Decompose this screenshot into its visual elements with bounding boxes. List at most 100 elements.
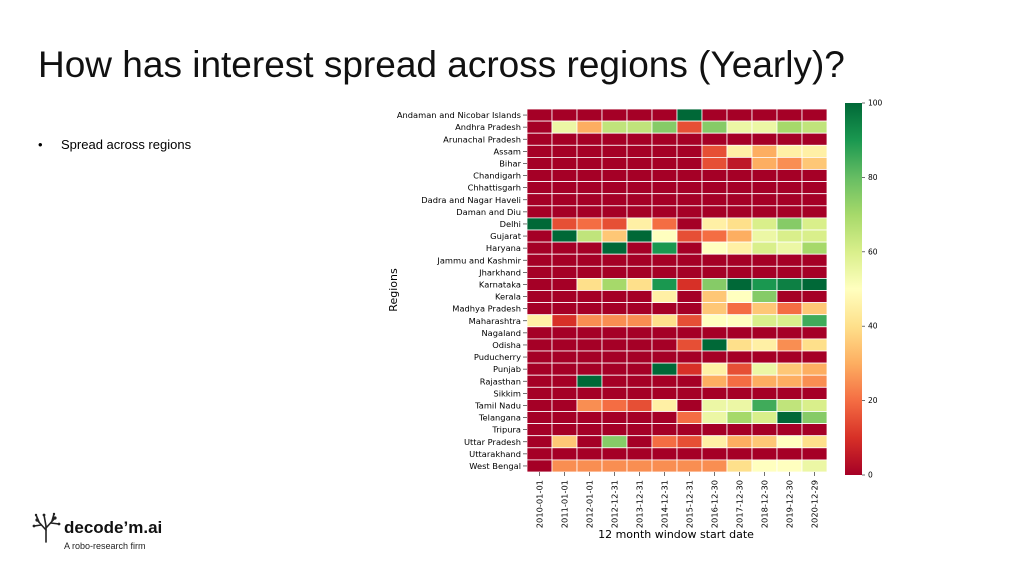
heatmap-cell: [701, 302, 728, 316]
heatmap-cell: [551, 144, 578, 158]
heatmap-cell: [651, 229, 678, 243]
y-tick-label: Sikkim: [493, 388, 521, 398]
heatmap-cell: [726, 156, 753, 170]
heatmap-cell: [676, 217, 703, 231]
heatmap-cell: [551, 435, 578, 449]
heatmap-cell: [526, 277, 553, 291]
heatmap-cell: [526, 144, 553, 158]
heatmap-cell: [801, 423, 828, 437]
y-tick-label: Dadra and Nagar Haveli: [421, 195, 521, 205]
heatmap-cell: [701, 156, 728, 170]
heatmap-cell: [551, 290, 578, 304]
heatmap-cell: [601, 314, 628, 328]
heatmap-cell: [801, 447, 828, 461]
heatmap-cell: [526, 423, 553, 437]
heatmap-cell: [701, 411, 728, 425]
slide-title: How has interest spread across regions (…: [38, 44, 845, 85]
heatmap-cell: [701, 314, 728, 328]
heatmap-cell: [801, 193, 828, 207]
heatmap-cell: [626, 120, 653, 134]
heatmap-cell: [701, 132, 728, 146]
heatmap-cell: [651, 253, 678, 267]
heatmap-cell: [626, 314, 653, 328]
colorbar-tick-label: 40: [868, 322, 878, 331]
heatmap-cell: [776, 205, 803, 219]
heatmap-cell: [601, 241, 628, 255]
heatmap-cell: [776, 411, 803, 425]
heatmap-cell: [551, 362, 578, 376]
heatmap-cell: [701, 386, 728, 400]
heatmap-cell: [526, 362, 553, 376]
heatmap-cell: [651, 386, 678, 400]
heatmap-cell: [651, 277, 678, 291]
heatmap-cell: [526, 411, 553, 425]
heatmap-cell: [576, 350, 603, 364]
heatmap-cell: [676, 108, 703, 122]
heatmap-cell: [751, 423, 778, 437]
heatmap-cell: [576, 447, 603, 461]
heatmap-cell: [626, 193, 653, 207]
heatmap-cell: [751, 169, 778, 183]
heatmap-cell: [526, 326, 553, 340]
heatmap-cell: [576, 217, 603, 231]
heatmap-cell: [551, 156, 578, 170]
heatmap-cell: [626, 169, 653, 183]
heatmap-cell: [526, 253, 553, 267]
heatmap-cell: [526, 241, 553, 255]
heatmap-cell: [776, 156, 803, 170]
heatmap-cell: [776, 108, 803, 122]
heatmap-cell: [776, 398, 803, 412]
heatmap-cell: [626, 241, 653, 255]
heatmap-cell: [601, 386, 628, 400]
x-tick-labels: 2010-01-01 2011-01-01 2012-01-01 2012-12-31…: [535, 472, 820, 528]
heatmap-cell: [651, 108, 678, 122]
heatmap-cell: [751, 338, 778, 352]
heatmap-cell: [651, 459, 678, 473]
heatmap-cell: [676, 447, 703, 461]
heatmap-cell: [676, 398, 703, 412]
heatmap-cell: [601, 132, 628, 146]
heatmap-cell: [651, 362, 678, 376]
y-tick-label: Tamil Nadu: [474, 400, 521, 410]
heatmap-cell: [726, 205, 753, 219]
heatmap-cell: [751, 205, 778, 219]
heatmap-cell: [776, 435, 803, 449]
heatmap-cell: [701, 423, 728, 437]
heatmap-cell: [701, 169, 728, 183]
heatmap-cell: [651, 144, 678, 158]
heatmap-cell: [726, 302, 753, 316]
heatmap-cell: [526, 374, 553, 388]
colorbar-tick-label: 20: [868, 396, 878, 405]
heatmap-cell: [776, 144, 803, 158]
heatmap-cell: [701, 144, 728, 158]
heatmap-cell: [651, 181, 678, 195]
heatmap-cell: [676, 350, 703, 364]
heatmap-cell: [751, 386, 778, 400]
heatmap-cell: [726, 217, 753, 231]
heatmap-cell: [676, 120, 703, 134]
heatmap-cell: [726, 241, 753, 255]
heatmap-cell: [601, 302, 628, 316]
heatmap-cell: [701, 217, 728, 231]
heatmap-cell: [801, 181, 828, 195]
heatmap-cell: [776, 132, 803, 146]
heatmap-cell: [651, 326, 678, 340]
heatmap-cell: [801, 253, 828, 267]
heatmap-cell: [551, 265, 578, 279]
heatmap-cell: [601, 120, 628, 134]
heatmap-cell: [551, 205, 578, 219]
heatmap-cell: [551, 411, 578, 425]
heatmap-cell: [651, 435, 678, 449]
heatmap-cell: [676, 362, 703, 376]
heatmap-cell: [701, 277, 728, 291]
heatmap-cell: [776, 193, 803, 207]
heatmap-cell: [526, 290, 553, 304]
heatmap-cell: [726, 132, 753, 146]
heatmap-cells: [526, 108, 828, 473]
heatmap-cell: [576, 253, 603, 267]
heatmap-cell: [651, 447, 678, 461]
heatmap-cell: [651, 265, 678, 279]
heatmap-cell: [801, 132, 828, 146]
heatmap-cell: [551, 277, 578, 291]
heatmap-cell: [576, 398, 603, 412]
